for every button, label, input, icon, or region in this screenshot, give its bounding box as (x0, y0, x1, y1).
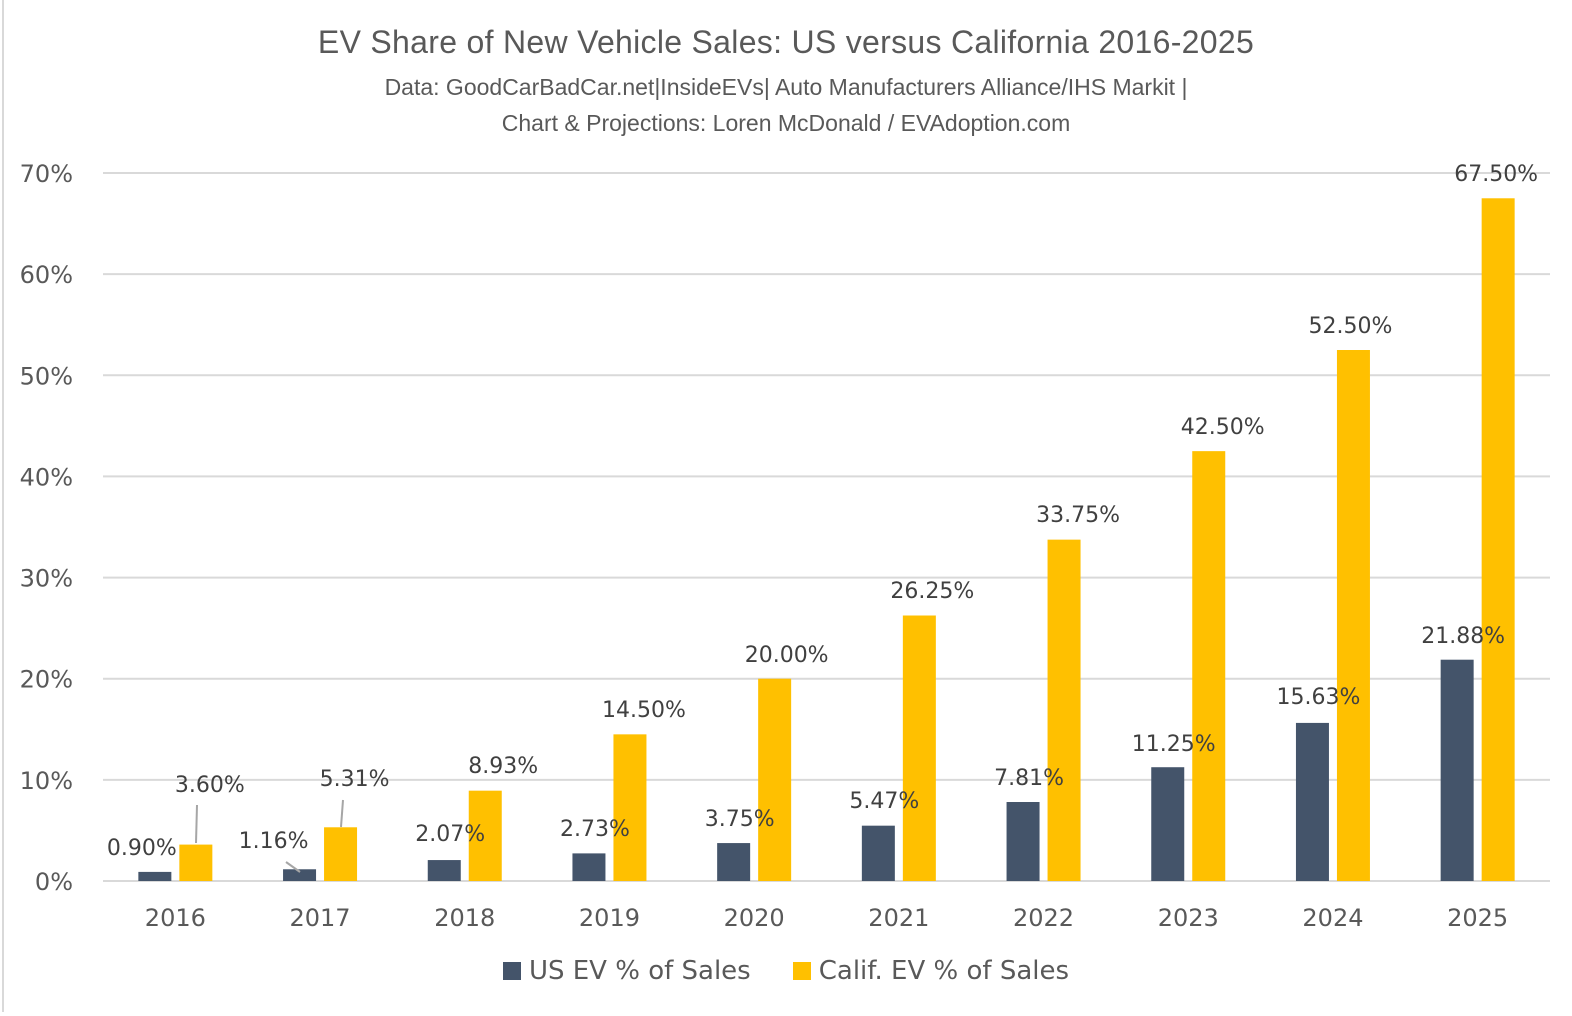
data-label-california-2025: 67.50% (1454, 162, 1538, 187)
legend-swatch-us (502, 962, 521, 980)
bar-california-2019 (613, 734, 647, 881)
chart-title: EV Share of New Vehicle Sales: US versus… (317, 24, 1255, 60)
bar-us-2024 (1295, 722, 1329, 881)
bar-us-2023 (1151, 767, 1185, 881)
bar-california-2025 (1481, 198, 1515, 882)
bar-california-2017 (324, 827, 358, 881)
y-tick-label: 50% (20, 362, 73, 390)
data-label-us-2024: 15.63% (1277, 685, 1361, 710)
leader-line-california-2017 (340, 799, 344, 828)
data-label-us-2020: 3.75% (705, 807, 775, 832)
bar-us-2017 (283, 869, 317, 881)
bar-california-2020 (758, 678, 792, 881)
legend-item-us[interactable]: US EV % of Sales (502, 956, 751, 986)
bar-us-2025 (1440, 659, 1474, 881)
bar-california-2023 (1192, 451, 1226, 881)
chart-subtitle-line-2: Chart & Projections: Loren McDonald / EV… (501, 110, 1071, 136)
bar-us-2019 (572, 853, 606, 881)
bar-california-2018 (468, 790, 502, 881)
data-label-california-2017: 5.31% (320, 767, 390, 792)
bar-california-2024 (1336, 350, 1370, 881)
legend-swatch-california (792, 962, 811, 980)
y-tick-label: 30% (20, 565, 73, 593)
x-tick-label: 2023 (1158, 904, 1219, 932)
x-tick-label: 2024 (1302, 904, 1363, 932)
bar-california-2016 (179, 844, 213, 881)
bar-california-2021 (902, 615, 936, 881)
legend-label-california: Calif. EV % of Sales (818, 956, 1070, 986)
data-label-california-2023: 42.50% (1181, 415, 1265, 440)
y-tick-label: 60% (20, 261, 73, 289)
data-label-us-2016: 0.90% (107, 836, 177, 861)
data-label-california-2020: 20.00% (745, 643, 829, 668)
x-tick-label: 2020 (724, 904, 785, 932)
data-label-us-2019: 2.73% (560, 817, 630, 842)
x-tick-label: 2018 (434, 904, 495, 932)
x-tick-label: 2016 (145, 904, 206, 932)
data-label-california-2022: 33.75% (1036, 503, 1120, 528)
bar-california-2022 (1047, 539, 1081, 881)
y-tick-label: 40% (20, 463, 73, 491)
leader-line-california-2016 (195, 804, 198, 844)
x-tick-label: 2021 (868, 904, 929, 932)
data-label-us-2021: 5.47% (849, 789, 919, 814)
data-label-us-2017: 1.16% (239, 829, 309, 854)
bar-us-2020 (717, 843, 751, 881)
bar-us-2016 (138, 871, 172, 881)
bar-us-2018 (427, 860, 461, 881)
bar-us-2021 (861, 825, 895, 881)
bar-us-2022 (1006, 802, 1040, 881)
data-label-california-2016: 3.60% (175, 773, 245, 798)
data-label-california-2018: 8.93% (468, 754, 538, 779)
data-label-us-2025: 21.88% (1421, 624, 1505, 649)
y-tick-label: 10% (20, 767, 73, 795)
legend: US EV % of Sales Calif. EV % of Sales (0, 956, 1572, 986)
chart-subtitle-line-1: Data: GoodCarBadCar.net|InsideEVs| Auto … (384, 74, 1188, 100)
y-tick-label: 0% (35, 868, 73, 896)
y-tick-label: 70% (20, 160, 73, 188)
x-tick-label: 2019 (579, 904, 640, 932)
data-label-california-2024: 52.50% (1309, 314, 1393, 339)
legend-label-us: US EV % of Sales (528, 956, 751, 986)
data-label-us-2018: 2.07% (415, 822, 485, 847)
y-tick-label: 20% (20, 666, 73, 694)
data-label-california-2019: 14.50% (602, 698, 686, 723)
data-label-california-2021: 26.25% (890, 579, 974, 604)
legend-item-california[interactable]: Calif. EV % of Sales (792, 956, 1070, 986)
data-label-us-2023: 11.25% (1132, 732, 1216, 757)
x-tick-label: 2017 (290, 904, 351, 932)
data-label-us-2022: 7.81% (994, 766, 1064, 791)
x-tick-label: 2025 (1447, 904, 1508, 932)
leader-line-us-2017 (285, 861, 301, 873)
x-tick-label: 2022 (1013, 904, 1074, 932)
